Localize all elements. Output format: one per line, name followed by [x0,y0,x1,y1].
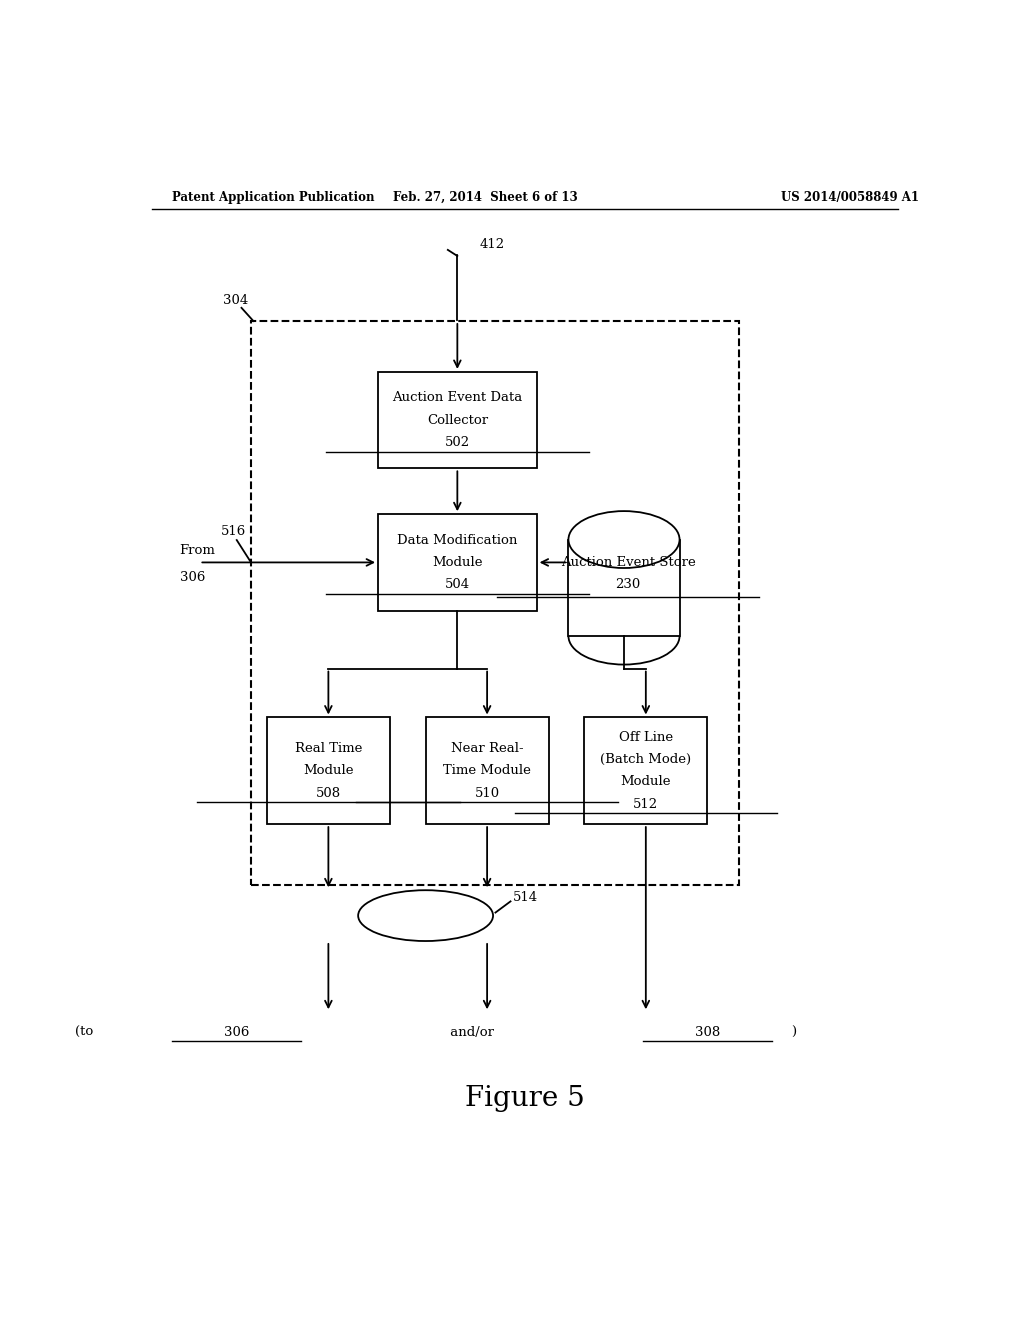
Text: (to: (to [75,1026,97,1039]
Text: Patent Application Publication: Patent Application Publication [172,190,374,203]
Bar [426,718,549,824]
Text: 504: 504 [444,578,470,591]
Text: 306: 306 [223,1026,249,1039]
Text: Collector: Collector [427,413,487,426]
Text: (Batch Mode): (Batch Mode) [600,754,691,766]
Bar [585,718,708,824]
Text: 514: 514 [513,891,538,904]
Text: Auction Event Data: Auction Event Data [392,391,522,404]
Text: and/or: and/or [445,1026,498,1039]
Text: 230: 230 [615,578,641,591]
Text: Off Line: Off Line [618,731,673,743]
Bar [251,321,739,886]
Text: Real Time: Real Time [295,742,362,755]
Ellipse shape [568,511,680,568]
Text: ): ) [791,1026,796,1039]
Text: Module: Module [432,556,482,569]
Text: US 2014/0058849 A1: US 2014/0058849 A1 [781,190,920,203]
Text: 516: 516 [221,525,246,539]
Text: Near Real-: Near Real- [451,742,523,755]
Bar [378,372,537,469]
Text: From: From [179,544,215,557]
Text: Feb. 27, 2014  Sheet 6 of 13: Feb. 27, 2014 Sheet 6 of 13 [393,190,578,203]
Text: Module: Module [621,775,671,788]
Text: Time Module: Time Module [443,764,531,777]
Bar [378,515,537,611]
Bar [568,540,680,636]
Text: 508: 508 [315,787,341,800]
Bar [267,718,390,824]
Text: 502: 502 [444,436,470,449]
Text: 304: 304 [223,294,249,308]
Text: Figure 5: Figure 5 [465,1085,585,1111]
Text: 306: 306 [179,572,205,585]
Text: Module: Module [303,764,353,777]
Text: Data Modification: Data Modification [397,533,517,546]
Text: 308: 308 [695,1026,720,1039]
Text: 510: 510 [474,787,500,800]
Text: Auction Event Store: Auction Event Store [560,556,695,569]
Ellipse shape [358,890,494,941]
Text: 412: 412 [479,239,505,251]
Text: 512: 512 [633,797,658,810]
